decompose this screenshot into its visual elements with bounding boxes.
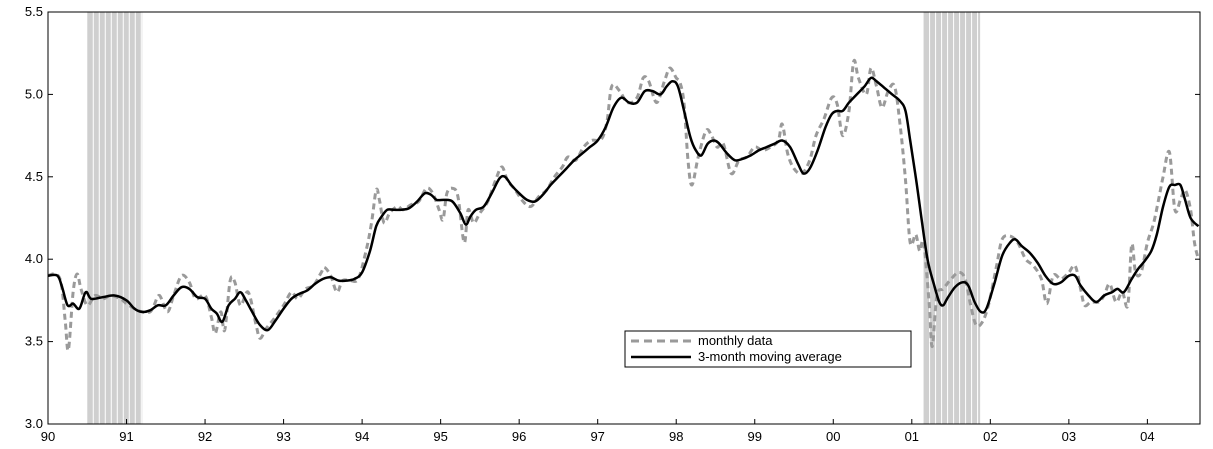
- y-tick-label: 5.5: [25, 4, 43, 19]
- y-tick-label: 3.0: [25, 416, 43, 431]
- x-tick-label: 97: [590, 429, 604, 444]
- x-tick-label: 00: [826, 429, 840, 444]
- axis-ticks: [47, 11, 1200, 425]
- shaded-period-0: [87, 12, 143, 424]
- legend-box: [624, 330, 912, 368]
- x-tick-label: 02: [983, 429, 997, 444]
- x-tick-label: 90: [41, 429, 55, 444]
- y-tick-label: 4.0: [25, 251, 43, 266]
- x-tick-label: 04: [1140, 429, 1154, 444]
- x-tick-label: 91: [119, 429, 133, 444]
- x-tick-label: 98: [669, 429, 683, 444]
- x-tick-label: 03: [1062, 429, 1076, 444]
- recession-shading: [87, 12, 981, 424]
- series-layer: [47, 58, 1200, 352]
- shaded-period-1: [923, 12, 981, 424]
- legend-label-moving-average: 3-month moving average: [698, 349, 842, 364]
- y-axis-labels: 3.0 3.5 4.0 4.5 5.0 5.5: [25, 4, 43, 431]
- series-line-moving-average: [47, 76, 1200, 332]
- x-tick-label: 93: [276, 429, 290, 444]
- x-tick-label: 95: [433, 429, 447, 444]
- y-tick-label: 5.0: [25, 86, 43, 101]
- x-tick-label: 01: [905, 429, 919, 444]
- x-tick-label: 94: [355, 429, 369, 444]
- x-tick-label: 99: [748, 429, 762, 444]
- x-tick-label: 92: [198, 429, 212, 444]
- series-line-monthly: [47, 58, 1200, 352]
- legend-label-monthly: monthly data: [698, 333, 773, 348]
- plot-frame: [47, 11, 1201, 425]
- x-tick-label: 96: [512, 429, 526, 444]
- x-axis-labels: 90 91 92 93 94 95 96 97 98 99 00 01 02 03 04: [41, 429, 1155, 444]
- y-tick-label: 4.5: [25, 169, 43, 184]
- legend: monthly data 3-month moving average: [624, 330, 912, 368]
- y-tick-label: 3.5: [25, 334, 43, 349]
